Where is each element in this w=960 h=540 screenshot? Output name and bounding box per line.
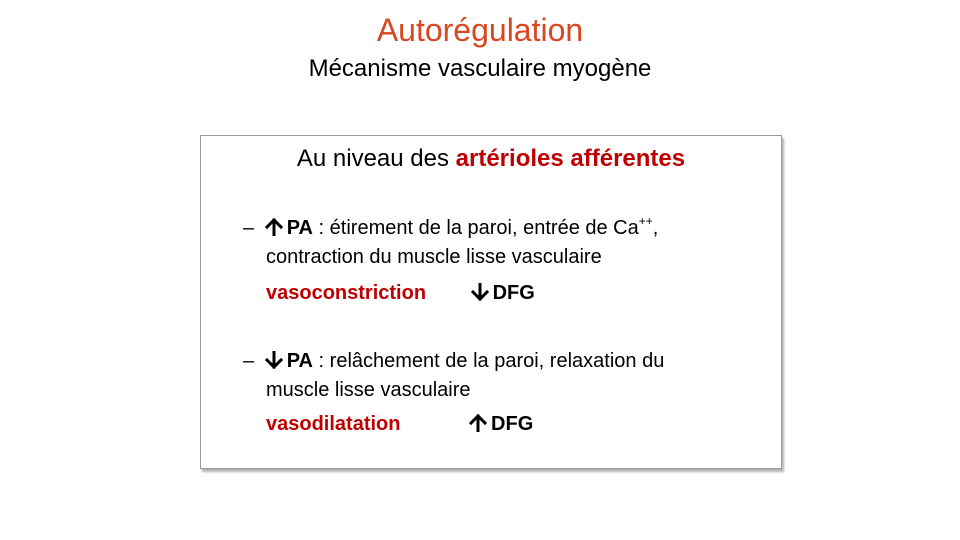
content-box: Au niveau des artérioles afférentes – PA… (200, 135, 782, 469)
item1-result-line: vasoconstriction DFG (266, 280, 535, 306)
item2-line1: – PA : relâchement de la paroi, relaxati… (243, 348, 664, 374)
item2-result: vasodilatation (266, 413, 401, 435)
item2-result-line: vasodilatation DFG (266, 411, 533, 437)
item1-result: vasoconstriction (266, 282, 427, 304)
heading-highlight: artérioles afférentes (455, 145, 686, 172)
item2-pa: PA (286, 350, 313, 372)
item2-dash: – (243, 350, 255, 372)
item1-text-a: : étirement de la paroi, entrée de Ca (313, 217, 639, 239)
down-arrow-icon (470, 283, 489, 301)
item1-sup: ++ (638, 214, 653, 228)
up-arrow-icon (468, 414, 488, 432)
item2-text-a: : relâchement de la paroi, relaxation du (313, 350, 665, 372)
slide-title: Autorégulation (376, 12, 584, 48)
item1-pa: PA (286, 217, 313, 239)
heading-prefix: Au niveau des (296, 145, 456, 172)
slide-subtitle: Mécanisme vasculaire myogène (308, 55, 652, 82)
item1-text-b: , (652, 217, 659, 239)
item1-effect: DFG (492, 282, 535, 304)
item2-effect: DFG (491, 413, 534, 435)
item1-dash: – (243, 217, 255, 239)
item1-line2: contraction du muscle lisse vasculaire (266, 246, 602, 268)
up-arrow-icon (264, 218, 283, 236)
down-arrow-icon (264, 351, 283, 369)
item2-line2: muscle lisse vasculaire (266, 379, 471, 401)
item1-line1: – PA : étirement de la paroi, entrée de … (243, 215, 658, 241)
box-heading: Au niveau des artérioles afférentes (201, 144, 781, 174)
